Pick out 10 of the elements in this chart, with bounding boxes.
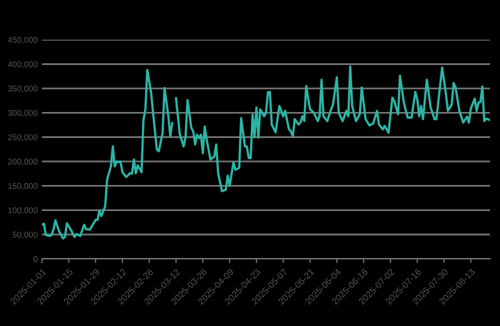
- y-tick-label: 50,000: [12, 232, 38, 239]
- y-tick-label: 100,000: [8, 207, 38, 214]
- y-tick-label: 0: [34, 256, 38, 262]
- y-tick-label: 250,000: [8, 134, 38, 142]
- y-tick-label: 400,000: [8, 61, 38, 68]
- y-tick-label: 450,000: [8, 36, 38, 44]
- y-tick-label: 350,000: [8, 86, 38, 93]
- y-tick-label: 200,000: [8, 158, 38, 166]
- y-tick-label: 150,000: [8, 183, 38, 190]
- y-tick-label: 300,000: [8, 110, 38, 117]
